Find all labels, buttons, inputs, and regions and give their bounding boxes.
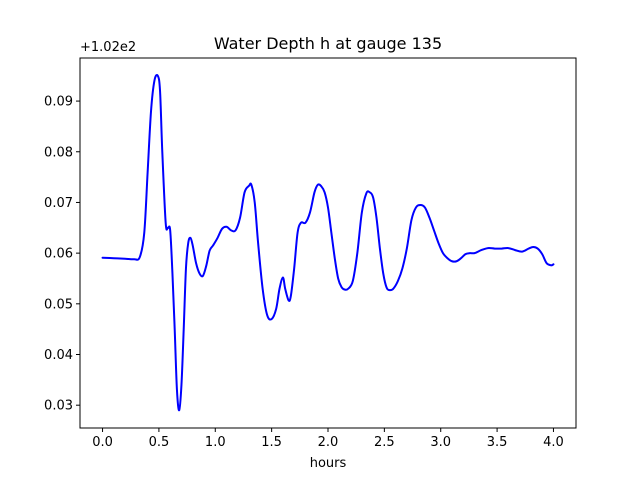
y-tick-label: 0.09	[44, 95, 73, 110]
x-tick-label: 2.0	[318, 435, 339, 450]
x-tick-label: 0.0	[92, 435, 113, 450]
plot-area	[101, 73, 555, 412]
y-axis: 0.03 0.04 0.05 0.06 0.07 0.08 0.09	[44, 95, 80, 414]
x-axis-label: hours	[310, 456, 347, 471]
y-tick-label: 0.08	[44, 145, 73, 160]
x-tick-label: 1.5	[261, 435, 282, 450]
x-axis: 0.0 0.5 1.0 1.5 2.0 2.5 3.0 3.5 4.0	[92, 428, 564, 450]
y-axis-offset-text: +1.02e2	[80, 40, 136, 55]
x-tick-label: 3.0	[430, 435, 451, 450]
y-tick-label: 0.06	[44, 247, 73, 262]
x-tick-label: 4.0	[543, 435, 564, 450]
chart-title: Water Depth h at gauge 135	[214, 34, 442, 53]
x-tick-label: 1.0	[205, 435, 226, 450]
series-line	[101, 73, 555, 412]
y-tick-label: 0.07	[44, 196, 73, 211]
y-tick-label: 0.03	[44, 399, 73, 414]
y-tick-label: 0.05	[44, 297, 73, 312]
x-tick-label: 2.5	[374, 435, 395, 450]
x-tick-label: 0.5	[149, 435, 170, 450]
x-tick-label: 3.5	[487, 435, 508, 450]
y-tick-label: 0.04	[44, 348, 73, 363]
